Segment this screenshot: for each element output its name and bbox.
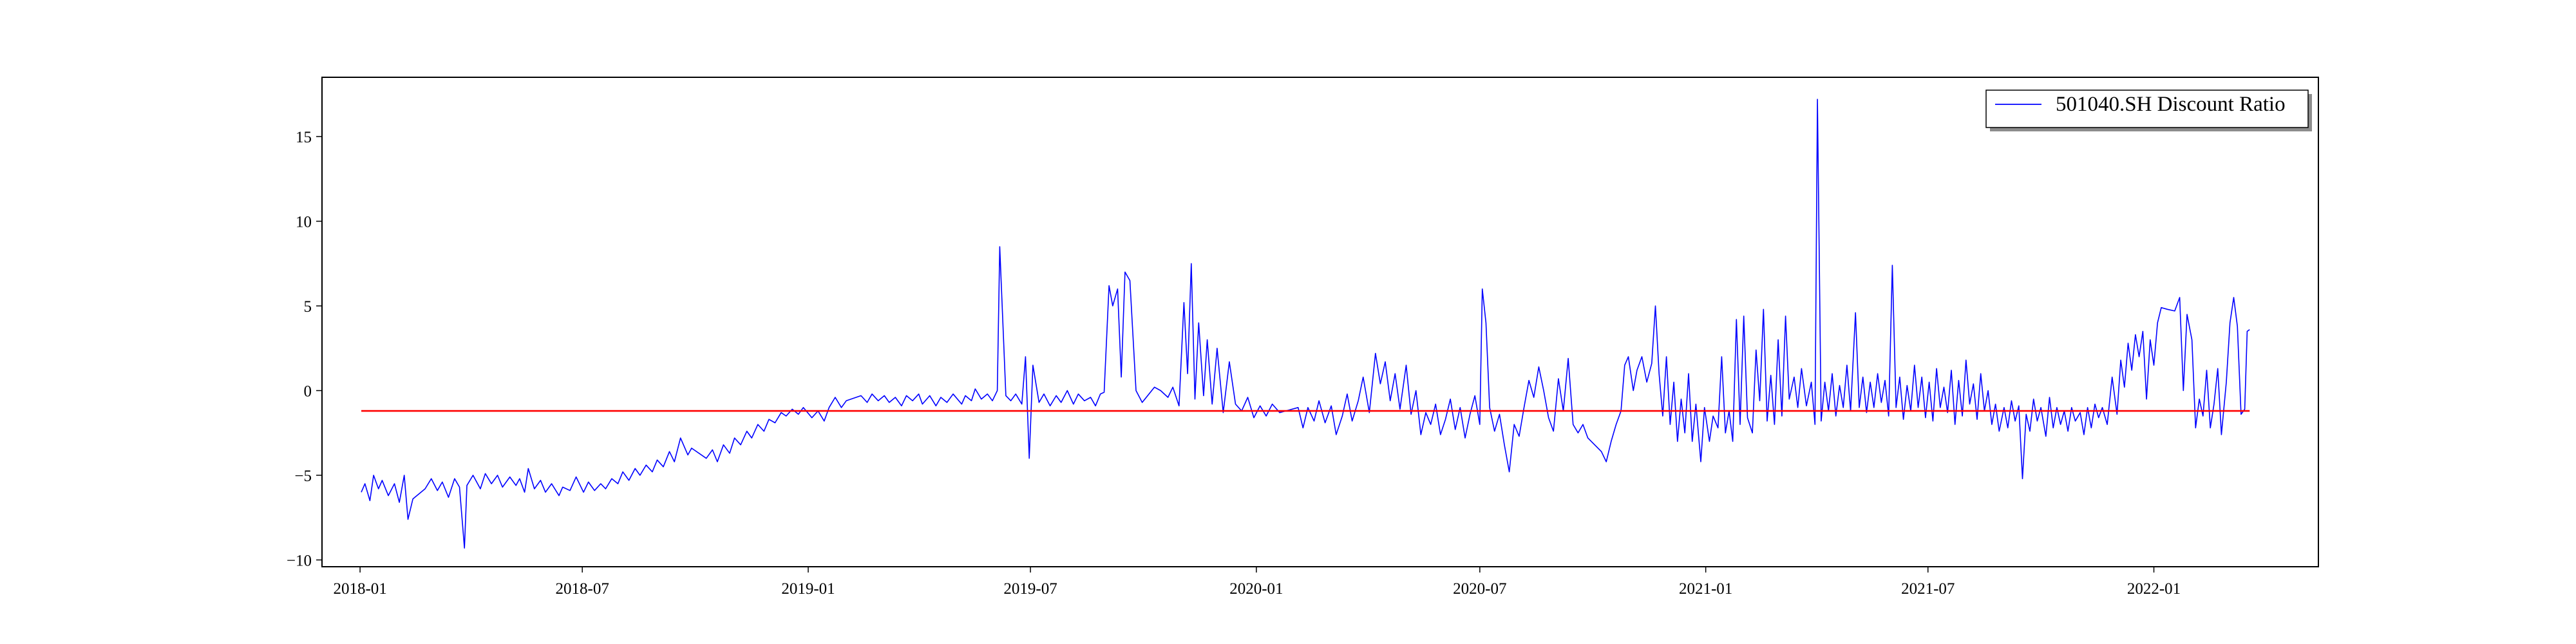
plot-frame	[321, 77, 2319, 567]
x-tick-label: 2021-01	[1679, 580, 1732, 598]
y-axis: −10 −5 0 5 10 15	[287, 129, 322, 569]
x-tick-label: 2020-07	[1453, 580, 1506, 598]
x-tick-label: 2019-07	[1003, 580, 1057, 598]
x-tick-label: 2018-07	[556, 580, 609, 598]
plot-area	[361, 99, 2250, 549]
y-tick-label: 5	[304, 298, 312, 316]
x-tick-label: 2019-01	[781, 580, 835, 598]
x-tick-label: 2020-01	[1229, 580, 1283, 598]
y-tick-label: 10	[296, 214, 312, 231]
series-line-discount-ratio	[361, 99, 2250, 549]
y-tick-label: 0	[304, 383, 312, 401]
legend-label: 501040.SH Discount Ratio	[2056, 93, 2286, 116]
x-tick-label: 2021-07	[1901, 580, 1955, 598]
x-tick-label: 2022-01	[2127, 580, 2181, 598]
x-axis: 2018-01 2018-07 2019-01 2019-07 2020-01 2020-…	[333, 567, 2181, 598]
legend: 501040.SH Discount Ratio	[1985, 90, 2312, 131]
legend-box	[1985, 90, 2309, 128]
x-tick-label: 2018-01	[333, 580, 386, 598]
y-tick-label: −10	[287, 552, 312, 569]
y-tick-label: 15	[296, 129, 312, 146]
y-tick-label: −5	[294, 468, 312, 485]
